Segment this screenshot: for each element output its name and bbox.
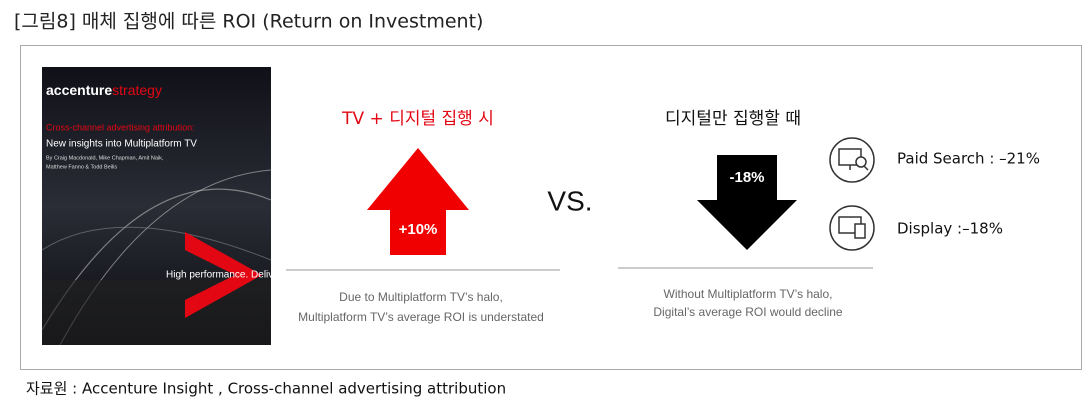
brand: accenture xyxy=(46,82,112,98)
channel-label: Display :–18% xyxy=(897,220,1003,238)
channel-label: Paid Search : –21% xyxy=(897,150,1040,168)
display-icon xyxy=(829,205,875,251)
figure-title: [그림8] 매체 집행에 따른 ROI (Return on Investmen… xyxy=(14,11,483,33)
caption: Without Multiplatform TV’s halo, xyxy=(664,287,833,301)
cover-chevron xyxy=(185,232,262,318)
source-note: 자료원 : Accenture Insight , Cross-channel … xyxy=(26,380,506,398)
cover-tagline: High performance. Delive xyxy=(166,270,279,281)
caption: Digital’s average ROI would decline xyxy=(653,305,843,319)
caption: Due to Multiplatform TV’s halo, xyxy=(339,290,503,304)
cover-brand: accenturestrategy xyxy=(46,82,162,98)
panel-heading: 디지털만 집행할 때 xyxy=(665,109,801,129)
search-icon xyxy=(829,137,875,183)
brand-suffix: strategy xyxy=(112,82,162,98)
down-arrow xyxy=(697,155,797,250)
cover-authors: Matthew Fanno & Todd Beilis xyxy=(46,164,117,170)
arrow-label: +10% xyxy=(399,221,438,238)
versus: VS. xyxy=(547,185,592,216)
cover-headline: New insights into Multiplatform TV xyxy=(46,139,197,150)
up-arrow xyxy=(367,148,469,255)
panel-heading: TV + 디지털 집행 시 xyxy=(341,109,494,129)
cover-arc xyxy=(41,226,272,261)
arrow-label: -18% xyxy=(729,169,764,186)
report-cover: accenturestrategy Cross-channel advertis… xyxy=(41,67,279,346)
cover-authors: By Craig Macdonald, Mike Chapman, Amit N… xyxy=(46,155,164,161)
cover-city xyxy=(42,280,271,345)
caption: Multiplatform TV’s average ROI is unders… xyxy=(298,310,544,324)
cover-kicker: Cross-channel advertising attribution: xyxy=(46,122,195,132)
